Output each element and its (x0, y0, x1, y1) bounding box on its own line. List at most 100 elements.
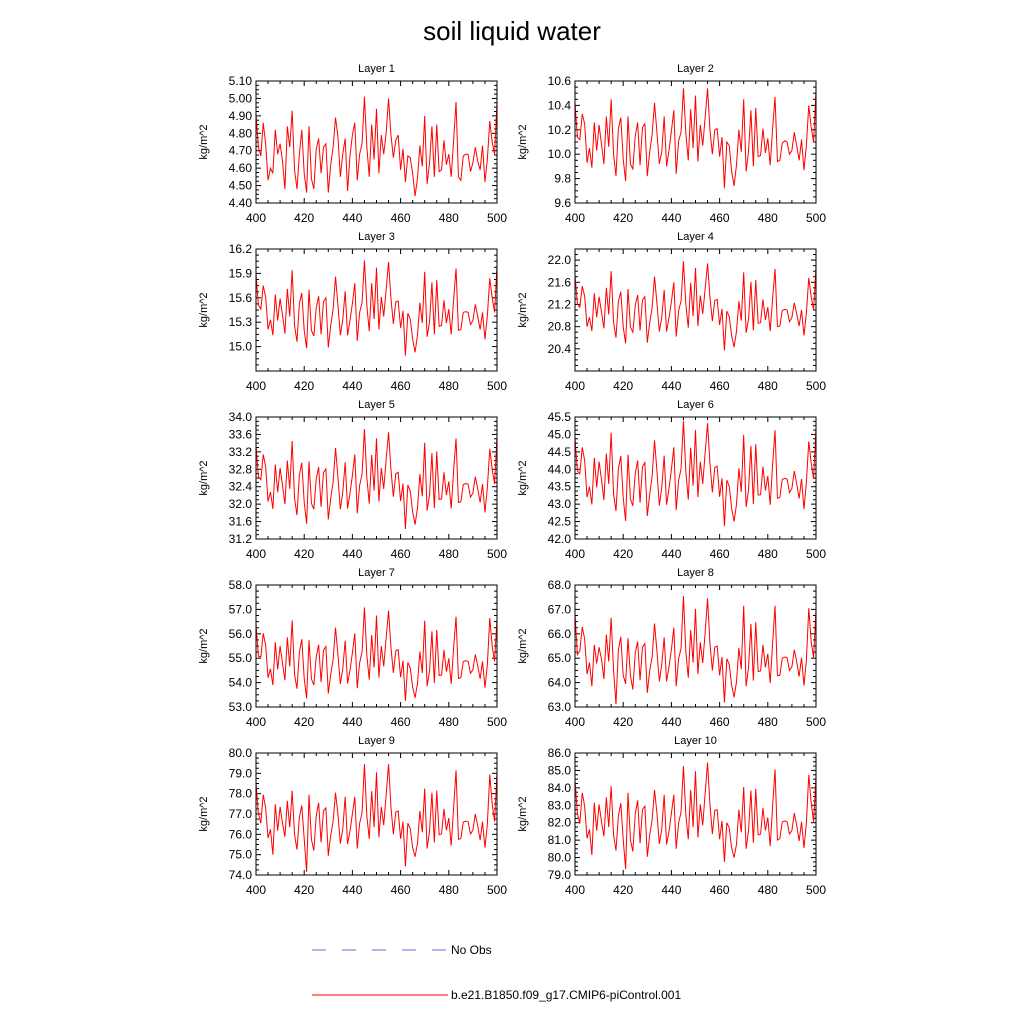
y-tick-label: 45.5 (548, 410, 572, 424)
x-tick-label: 420 (294, 547, 314, 561)
plot-frame (574, 80, 817, 204)
x-tick-label: 420 (613, 883, 633, 897)
y-tick-label: 55.0 (229, 651, 253, 665)
y-tick-label: 63.0 (548, 700, 572, 714)
y-tick-label: 80.0 (229, 746, 253, 760)
y-tick-label: 42.5 (548, 515, 572, 529)
x-tick-label: 400 (565, 547, 585, 561)
x-tick-label: 420 (613, 211, 633, 225)
plot-frame (574, 584, 817, 708)
x-tick-label: 420 (613, 379, 633, 393)
x-tick-label: 460 (391, 379, 411, 393)
panel-title: Layer 4 (677, 231, 714, 243)
y-tick-label: 56.0 (229, 627, 253, 641)
x-tick-label: 500 (487, 379, 507, 393)
series-line (255, 607, 498, 701)
panel-title: Layer 3 (358, 231, 395, 243)
y-tick-label: 79.0 (229, 766, 253, 780)
plot-frame (255, 248, 498, 372)
panel-title: Layer 2 (677, 63, 714, 75)
x-tick-label: 420 (294, 379, 314, 393)
x-tick-label: 440 (661, 715, 681, 729)
y-axis-label: kg/m^2 (517, 628, 529, 663)
y-tick-label: 53.0 (229, 700, 253, 714)
x-tick-label: 400 (246, 379, 266, 393)
x-tick-label: 420 (613, 547, 633, 561)
panel-title: Layer 7 (358, 567, 395, 579)
panel-title: Layer 10 (674, 735, 717, 747)
legend-model-label: b.e21.B1850.f09_g17.CMIP6-piControl.001 (451, 988, 681, 1002)
x-tick-label: 460 (391, 883, 411, 897)
x-tick-label: 480 (758, 715, 778, 729)
x-tick-label: 460 (710, 715, 730, 729)
y-tick-label: 4.80 (229, 126, 253, 140)
y-tick-label: 10.4 (548, 98, 572, 112)
x-tick-label: 500 (806, 883, 826, 897)
y-tick-label: 86.0 (548, 746, 572, 760)
x-tick-label: 400 (565, 379, 585, 393)
y-tick-label: 4.60 (229, 161, 253, 175)
y-tick-label: 9.6 (554, 196, 571, 210)
y-tick-label: 31.2 (229, 532, 253, 546)
y-tick-label: 45.0 (548, 427, 572, 441)
y-tick-label: 32.8 (229, 462, 253, 476)
x-tick-label: 480 (439, 547, 459, 561)
x-tick-label: 400 (565, 715, 585, 729)
x-tick-label: 440 (342, 547, 362, 561)
x-tick-label: 440 (342, 883, 362, 897)
x-tick-label: 500 (806, 547, 826, 561)
panel-title: Layer 6 (677, 399, 714, 411)
y-tick-label: 67.0 (548, 602, 572, 616)
series-line (574, 595, 817, 705)
plot-frame (574, 752, 817, 876)
y-tick-label: 15.9 (229, 266, 253, 280)
y-tick-label: 77.0 (229, 807, 253, 821)
x-tick-label: 440 (342, 715, 362, 729)
x-tick-label: 440 (661, 547, 681, 561)
x-tick-label: 400 (246, 715, 266, 729)
x-tick-label: 480 (439, 211, 459, 225)
y-axis-label: kg/m^2 (198, 124, 210, 159)
y-axis-label: kg/m^2 (517, 460, 529, 495)
figure-title: soil liquid water (423, 16, 601, 46)
y-tick-label: 15.3 (229, 315, 253, 329)
plot-frame (255, 80, 498, 204)
x-tick-label: 500 (806, 379, 826, 393)
y-tick-label: 5.00 (229, 91, 253, 105)
legend-obs-label: No Obs (451, 943, 492, 957)
x-tick-label: 480 (439, 715, 459, 729)
x-tick-label: 500 (487, 883, 507, 897)
x-tick-label: 480 (758, 883, 778, 897)
y-tick-label: 64.0 (548, 676, 572, 690)
chart-panel-1: Layer 1 kg/m^2 400 420 440 460 480 500 4.40 4.50 4… (198, 63, 507, 225)
series-line (255, 429, 498, 530)
y-tick-label: 44.0 (548, 462, 572, 476)
y-tick-label: 4.70 (229, 144, 253, 158)
y-axis-label: kg/m^2 (198, 460, 210, 495)
series-line (574, 88, 817, 189)
x-tick-label: 480 (758, 379, 778, 393)
x-tick-label: 420 (613, 715, 633, 729)
y-tick-label: 10.0 (548, 147, 572, 161)
x-tick-label: 460 (391, 211, 411, 225)
x-tick-label: 400 (246, 211, 266, 225)
y-tick-label: 58.0 (229, 578, 253, 592)
y-axis-label: kg/m^2 (198, 292, 210, 327)
y-tick-label: 74.0 (229, 868, 253, 882)
y-tick-label: 85.0 (548, 763, 572, 777)
y-tick-label: 10.2 (548, 123, 572, 137)
x-tick-label: 480 (758, 211, 778, 225)
x-tick-label: 460 (710, 547, 730, 561)
series-line (574, 261, 817, 351)
x-tick-label: 420 (294, 883, 314, 897)
x-tick-label: 440 (342, 211, 362, 225)
x-tick-label: 400 (246, 547, 266, 561)
y-tick-label: 66.0 (548, 627, 572, 641)
y-tick-label: 9.8 (554, 172, 571, 186)
y-tick-label: 43.5 (548, 480, 572, 494)
x-tick-label: 400 (565, 883, 585, 897)
y-axis-label: kg/m^2 (517, 796, 529, 831)
x-tick-label: 500 (487, 211, 507, 225)
y-tick-label: 10.6 (548, 74, 572, 88)
